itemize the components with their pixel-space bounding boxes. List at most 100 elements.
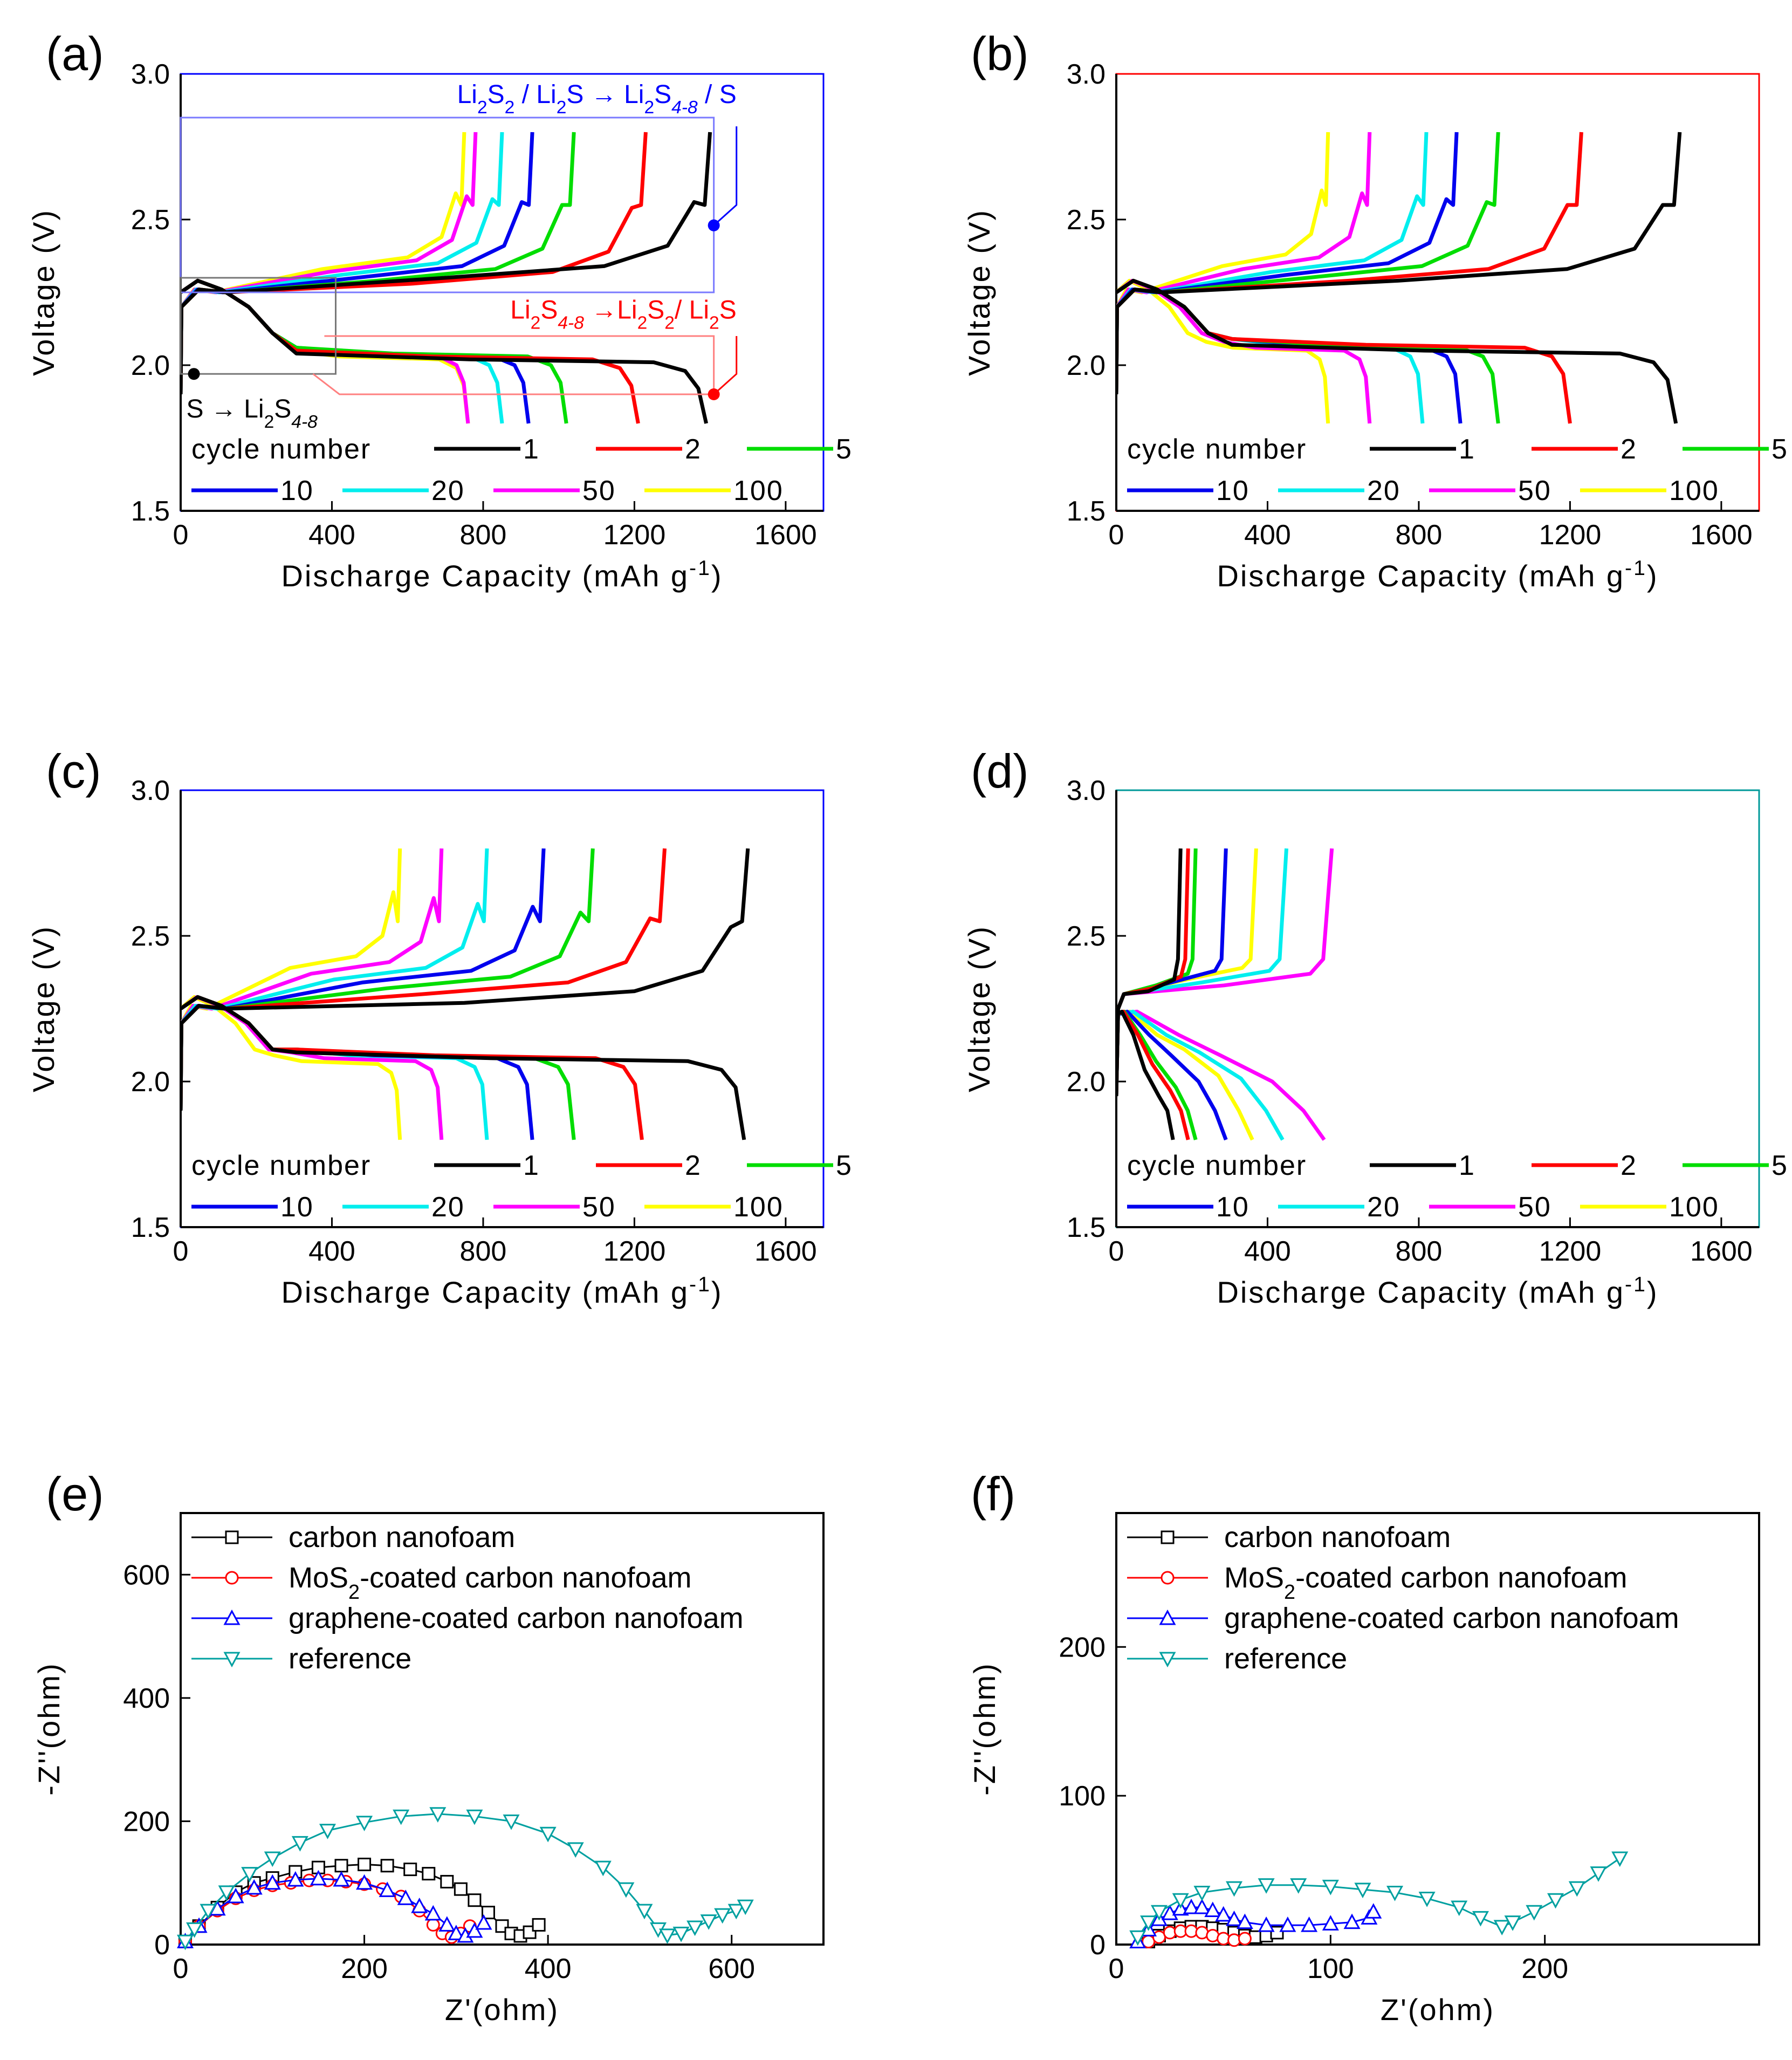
- x-tick-label: 1600: [754, 1236, 817, 1267]
- data-point: [1526, 1905, 1543, 1921]
- data-point: [1226, 1910, 1243, 1926]
- y-tick-label: 2.5: [131, 204, 170, 236]
- x-tick-label: 400: [1244, 519, 1291, 551]
- data-point: [1568, 1881, 1585, 1897]
- data-point: [1270, 1926, 1284, 1940]
- x-tick-label: 200: [1521, 1953, 1568, 1984]
- x-tick-label: 400: [525, 1953, 572, 1984]
- data-point: [438, 1916, 456, 1932]
- data-point: [1343, 1913, 1361, 1929]
- data-point: [466, 1809, 483, 1825]
- y-tick-label: 2.0: [131, 1066, 170, 1098]
- x-tick-label: 1200: [1539, 519, 1602, 551]
- y-tick-label: 0: [1090, 1929, 1106, 1961]
- legend-label-1: 1: [1459, 1150, 1475, 1181]
- data-point: [380, 1859, 394, 1873]
- charge-curve-cycle-100: [1116, 132, 1330, 395]
- discharge-curve-cycle-1: [181, 278, 709, 424]
- data-point: [227, 1887, 244, 1904]
- legend-label-100: 100: [1669, 1192, 1719, 1223]
- data-point: [1611, 1851, 1629, 1867]
- curves: [1116, 848, 1334, 1141]
- x-tick-label: 400: [1244, 1236, 1291, 1267]
- x-tick-label: 0: [173, 1236, 189, 1267]
- y-tick-label: 1.5: [131, 1212, 170, 1243]
- data-point: [1193, 1885, 1211, 1901]
- x-axis-title: Z'(ohm): [445, 1993, 559, 2027]
- data-point: [1472, 1911, 1489, 1927]
- x-axis-title: Discharge Capacity (mAh g-1): [1217, 557, 1658, 593]
- legend-marker: [225, 1530, 239, 1544]
- x-tick-label: 100: [1307, 1953, 1354, 1984]
- y-tick-label: 1.5: [1067, 496, 1106, 527]
- data-point: [1418, 1891, 1436, 1907]
- annotation-blue: Li2S2 / Li2S → Li2S4-8 / S: [457, 80, 737, 118]
- data-point: [356, 1816, 373, 1831]
- data-point: [393, 1809, 410, 1825]
- legend-title: cycle number: [1127, 434, 1307, 465]
- data-point: [475, 1914, 492, 1930]
- discharge-curve-cycle-50: [1116, 278, 1372, 424]
- discharge-curve-cycle-10: [1116, 1009, 1228, 1141]
- y-axis-title: Voltage (V): [26, 209, 60, 376]
- legend-title: cycle number: [191, 434, 371, 465]
- data-point: [636, 1904, 653, 1920]
- data-point: [1258, 1916, 1275, 1932]
- discharge-curve-cycle-1: [1116, 1009, 1175, 1140]
- data-point: [466, 1922, 483, 1938]
- curves: [181, 848, 750, 1140]
- data-point: [503, 1814, 520, 1830]
- x-tick-label: 400: [308, 1236, 355, 1267]
- data-point: [241, 1867, 258, 1883]
- legend-label-2: 2: [1621, 1150, 1637, 1181]
- data-point: [411, 1897, 428, 1913]
- panel-label: (c): [46, 744, 101, 798]
- blue-region-box: [180, 117, 715, 293]
- data-point: [714, 1908, 731, 1924]
- series-2: graphene-coated carbon nanofoam: [176, 1602, 744, 1948]
- y-tick-label: 2.5: [131, 921, 170, 952]
- annotation-black: S → Li2S4-8: [187, 395, 318, 432]
- annotation-red: Li2S4-8 →Li2S2/ Li2S: [510, 296, 736, 333]
- legend-label-5: 5: [836, 434, 853, 465]
- x-axis-title: Discharge Capacity (mAh g-1): [1217, 1273, 1658, 1310]
- y-tick-label: 3.0: [131, 59, 170, 90]
- data-point: [176, 1934, 194, 1951]
- series-1: MoS2-coated carbon nanofoam: [1127, 1562, 1628, 1948]
- data-point: [594, 1860, 612, 1877]
- panel-e: (e) 0 200 400 600 0 200 400 600 Z'(ohm) -Z''(ohm) c…: [32, 1467, 825, 2027]
- y-tick-label: 2.5: [1067, 921, 1106, 952]
- data-point: [658, 1928, 676, 1945]
- y-tick-label: 3.0: [1067, 775, 1106, 806]
- data-point: [1140, 1915, 1157, 1931]
- data-point: [617, 1882, 635, 1898]
- y-tick-label: 2.0: [1067, 350, 1106, 381]
- series-3: reference: [176, 1642, 754, 1951]
- data-point: [1150, 1905, 1168, 1921]
- legend-label-10: 10: [280, 1192, 314, 1223]
- data-point: [424, 1905, 442, 1921]
- legend-label-5: 5: [1772, 1150, 1788, 1181]
- y-axis-title: -Z''(ohm): [32, 1662, 66, 1795]
- y-tick-label: 1.5: [1067, 1212, 1106, 1243]
- data-point: [1322, 1879, 1339, 1895]
- panel-c: (c) 0 400 800 1200 1600 1.5 2.0 2.5 3.0 Discharge …: [26, 744, 852, 1309]
- legend: cycle number 1 2 5 10 20 50 100: [191, 434, 853, 507]
- data-point: [1590, 1866, 1607, 1882]
- discharge-curve-cycle-1: [1116, 278, 1678, 424]
- y-tick-label: 600: [123, 1559, 170, 1591]
- x-tick-label: 0: [173, 519, 189, 551]
- data-point: [727, 1904, 745, 1920]
- legend-marker: [1159, 1652, 1176, 1668]
- legend: cycle number 1 2 5 10 20 50 100: [1127, 434, 1787, 507]
- data-point: [1547, 1893, 1564, 1909]
- data-point: [245, 1879, 263, 1895]
- legend-label-10: 10: [1216, 475, 1249, 507]
- data-point: [686, 1920, 704, 1936]
- legend-label-2: 2: [685, 434, 702, 465]
- x-tick-label: 800: [1396, 1236, 1443, 1267]
- y-tick-label: 100: [1059, 1781, 1106, 1812]
- charge-curve-cycle-1: [181, 848, 750, 1111]
- discharge-curve-cycle-20: [1116, 1009, 1285, 1141]
- legend-title: cycle number: [1127, 1150, 1307, 1181]
